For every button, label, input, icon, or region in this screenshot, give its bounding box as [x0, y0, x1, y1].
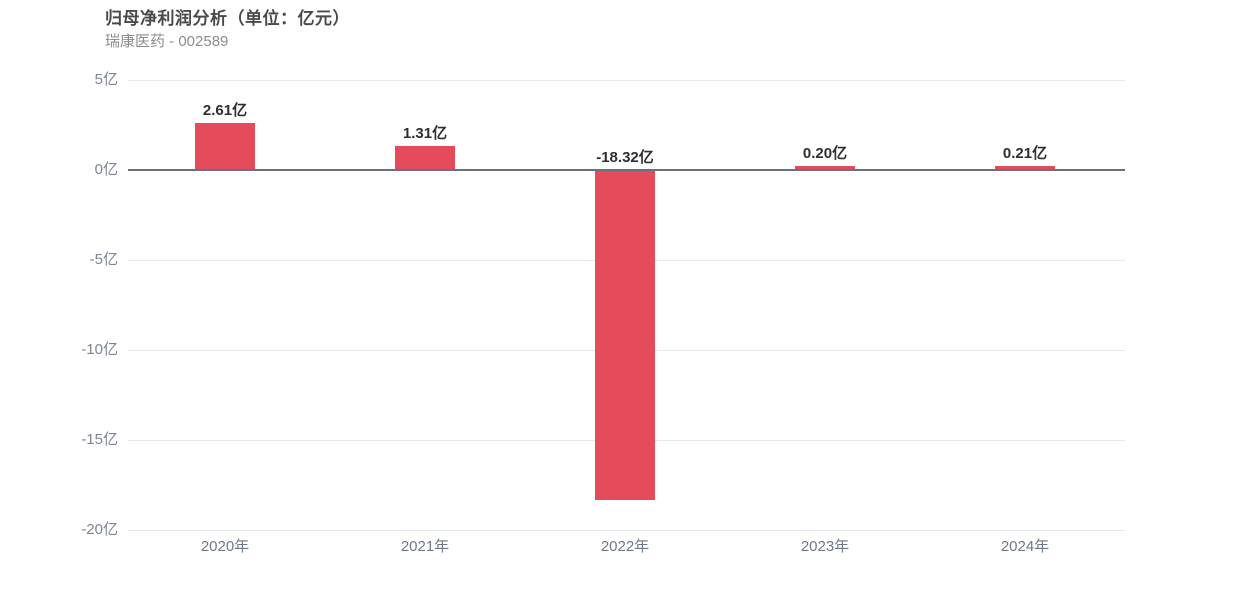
bar-value-label: 0.21亿 [1002, 145, 1048, 163]
bar-2022年[interactable] [595, 170, 655, 500]
bar-value-label: -18.32亿 [596, 149, 654, 166]
y-axis-tick-label: -5亿 [89, 251, 118, 268]
bar-2024年[interactable] [995, 166, 1055, 170]
x-axis-tick-label: 2020年 [200, 538, 250, 555]
chart-title: 归母净利润分析（单位：亿元） [105, 9, 350, 28]
bar-value-label: 1.31亿 [402, 125, 448, 143]
x-axis-tick-label: 2022年 [600, 538, 650, 555]
y-axis-tick-label: 5亿 [94, 71, 118, 88]
bar-2023年[interactable] [795, 166, 855, 170]
x-axis-tick-label: 2024年 [1000, 538, 1050, 555]
bar-value-label: 0.20亿 [802, 145, 848, 163]
gridline [128, 80, 1125, 81]
y-axis-tick-label: -20亿 [81, 521, 118, 538]
y-axis-tick-label: -15亿 [81, 431, 118, 448]
x-axis-tick-label: 2023年 [800, 538, 850, 555]
y-axis-tick-label: 0亿 [94, 161, 118, 178]
x-axis-tick-label: 2021年 [400, 538, 450, 555]
gridline [128, 530, 1125, 531]
chart-subtitle: 瑞康医药 - 002589 [105, 33, 229, 50]
zero-axis-line [128, 169, 1125, 171]
bar-2021年[interactable] [395, 146, 455, 170]
bar-2020年[interactable] [195, 123, 255, 170]
y-axis-tick-label: -10亿 [81, 341, 118, 358]
bar-value-label: 2.61亿 [202, 102, 248, 120]
